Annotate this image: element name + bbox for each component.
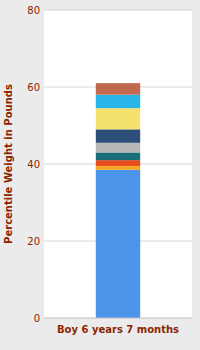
axis-line	[44, 318, 192, 319]
bar-segment	[96, 170, 140, 318]
bar-segment	[96, 129, 140, 142]
chart: 0 20 40 60 80 Boy 6 years 7 months Percentile …	[0, 0, 200, 350]
bar-segment	[96, 152, 140, 160]
tick-label: 60	[27, 82, 40, 93]
tick-label: 80	[27, 5, 40, 16]
tick-label: 40	[27, 159, 40, 170]
bar-segment	[96, 166, 140, 170]
chart-container: 0 20 40 60 80 Boy 6 years 7 months Percentile …	[0, 0, 200, 350]
bar-segment	[96, 143, 140, 153]
bar-segment	[96, 160, 140, 166]
bar-segment	[96, 83, 140, 95]
grid-line	[44, 318, 192, 319]
grid-line	[44, 10, 192, 11]
plot-background	[44, 10, 192, 318]
bar-segment	[96, 95, 140, 108]
bar-segment	[96, 108, 140, 129]
y-axis-label: Percentile Weight in Pounds	[3, 84, 14, 244]
tick-label: 0	[34, 313, 40, 324]
bars	[96, 83, 140, 318]
tick-label: 20	[27, 236, 40, 247]
category-label: Boy 6 years 7 months	[57, 324, 179, 335]
